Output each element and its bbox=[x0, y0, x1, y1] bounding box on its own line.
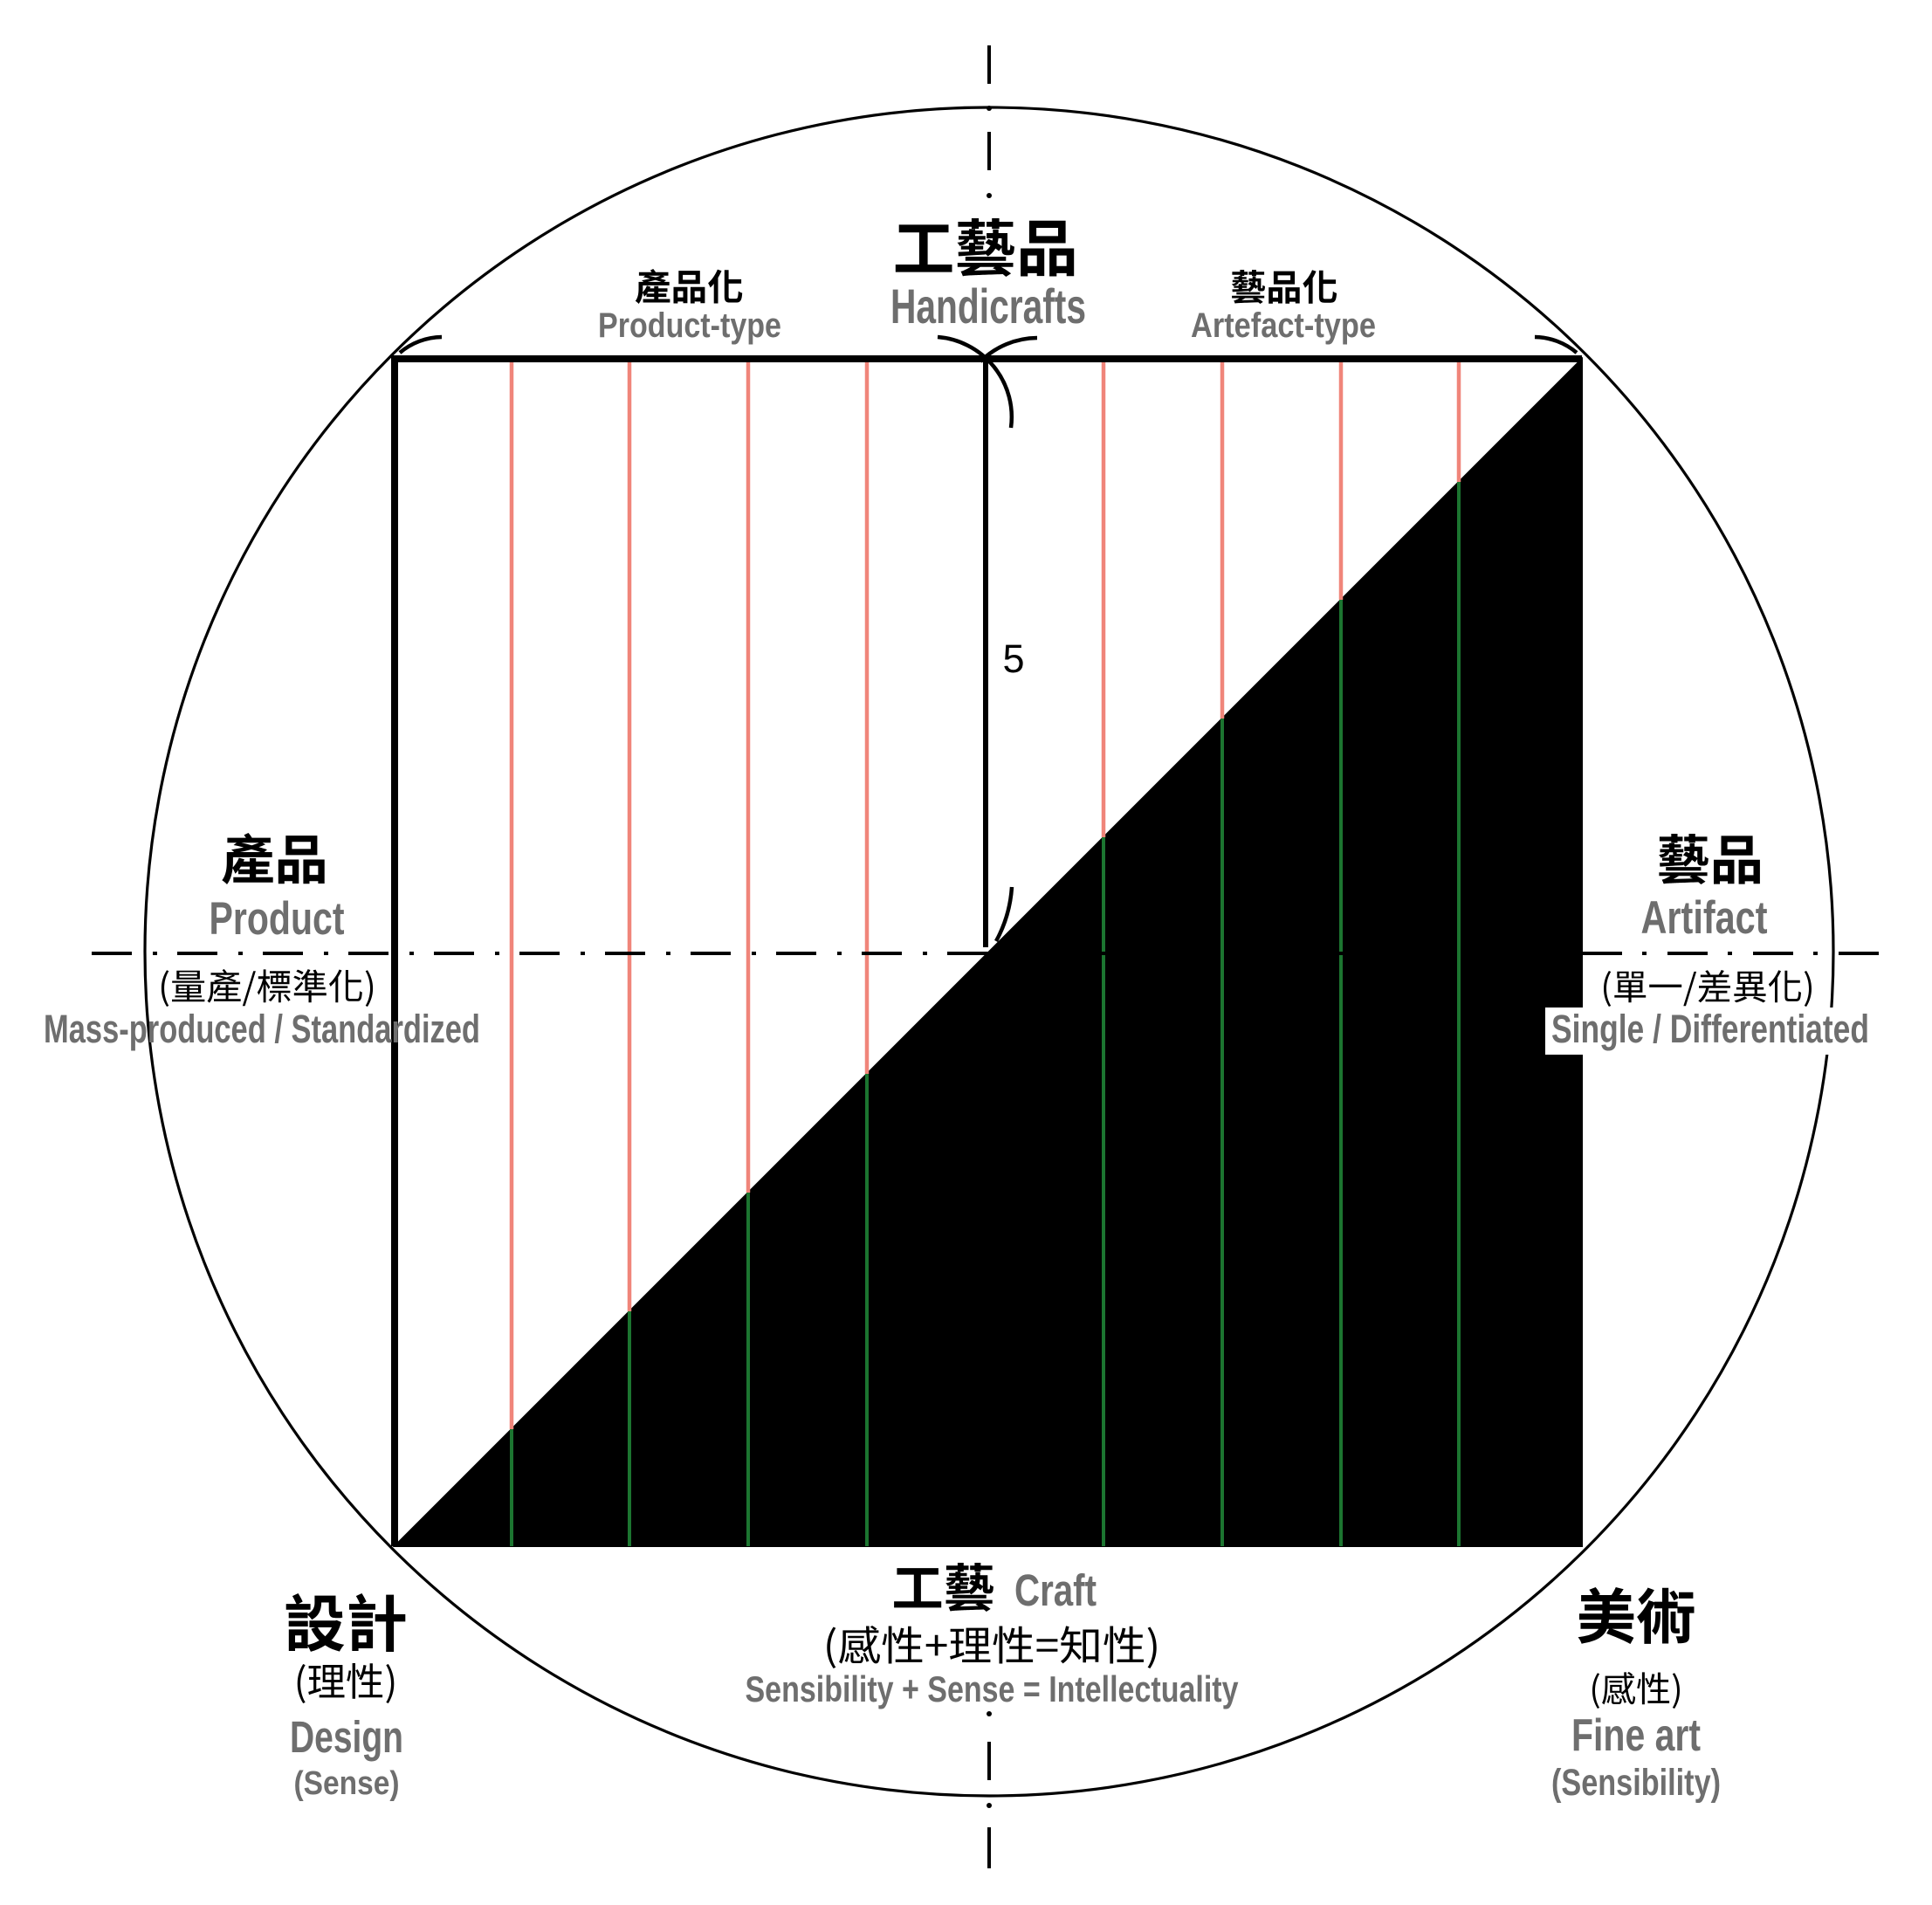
svg-text:Sensibility + Sense = Intellec: Sensibility + Sense = Intellectuality bbox=[746, 1668, 1240, 1709]
svg-text:5: 5 bbox=[1002, 636, 1024, 681]
svg-text:Product-type: Product-type bbox=[598, 306, 781, 345]
svg-text:Fine art: Fine art bbox=[1571, 1710, 1701, 1761]
svg-text:Design: Design bbox=[290, 1712, 403, 1762]
svg-text:Product: Product bbox=[210, 893, 345, 945]
svg-text:Craft: Craft bbox=[1014, 1565, 1097, 1615]
svg-text:Handicrafts: Handicrafts bbox=[890, 279, 1086, 334]
svg-text:Single / Differentiated: Single / Differentiated bbox=[1551, 1007, 1869, 1051]
svg-text:Mass-produced / Standardized: Mass-produced / Standardized bbox=[44, 1007, 480, 1051]
svg-text:Artefact-type: Artefact-type bbox=[1191, 306, 1376, 345]
svg-text:(Sensibility): (Sensibility) bbox=[1551, 1762, 1721, 1804]
svg-text:(Sense): (Sense) bbox=[294, 1765, 400, 1802]
svg-text:Artifact: Artifact bbox=[1641, 892, 1768, 944]
